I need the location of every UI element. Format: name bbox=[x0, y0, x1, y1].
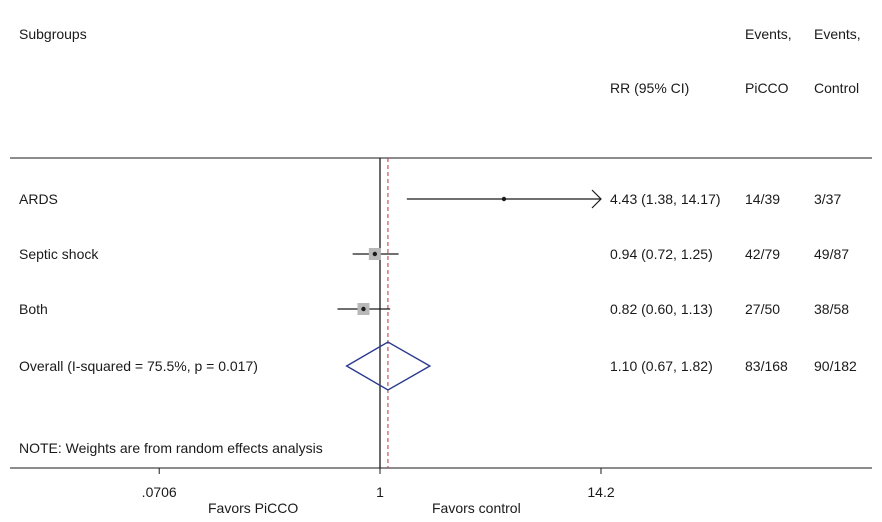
point-estimate bbox=[372, 251, 378, 257]
overall-estimate: 1.10 (0.67, 1.82) bbox=[610, 358, 713, 374]
row-events-control: 38/58 bbox=[814, 301, 850, 317]
note-text: NOTE: Weights are from random effects an… bbox=[19, 440, 323, 456]
axis-tick-label: 1 bbox=[376, 484, 384, 500]
point-estimate bbox=[361, 306, 366, 312]
favors-control-label: Favors control bbox=[432, 500, 521, 516]
point-estimate bbox=[501, 196, 507, 202]
row-label: Septic shock bbox=[19, 246, 99, 262]
overall-events-picco: 83/168 bbox=[745, 358, 788, 374]
axis-tick-label: 14.2 bbox=[587, 484, 615, 500]
row-label: Both bbox=[19, 301, 48, 317]
header-events-control-line1: Events, bbox=[814, 26, 861, 42]
forest-marks bbox=[158, 158, 602, 474]
row-events-picco: 42/79 bbox=[745, 246, 781, 262]
row-estimate: 4.43 (1.38, 14.17) bbox=[610, 191, 721, 207]
header-events-picco-line1: Events, bbox=[745, 26, 792, 42]
row-estimate: 0.82 (0.60, 1.13) bbox=[610, 301, 713, 317]
overall-label: Overall (I-squared = 75.5%, p = 0.017) bbox=[19, 358, 258, 374]
header-subgroups: Subgroups bbox=[19, 26, 87, 42]
row-label: ARDS bbox=[19, 191, 58, 207]
header-events-control-line2: Control bbox=[814, 80, 860, 96]
overall-events-control: 90/182 bbox=[814, 358, 857, 374]
header-rr: RR (95% CI) bbox=[610, 80, 690, 96]
row-events-picco: 27/50 bbox=[745, 301, 781, 317]
ci-arrow bbox=[591, 189, 602, 209]
row-estimate: 0.94 (0.72, 1.25) bbox=[610, 246, 713, 262]
row-events-picco: 14/39 bbox=[745, 191, 781, 207]
overall-diamond bbox=[345, 341, 432, 391]
row-events-control: 3/37 bbox=[814, 191, 842, 207]
header-events-picco-line2: PiCCO bbox=[745, 80, 789, 96]
row-events-control: 49/87 bbox=[814, 246, 850, 262]
favors-picco-label: Favors PiCCO bbox=[208, 500, 299, 516]
axis-tick-label: .0706 bbox=[141, 484, 177, 500]
